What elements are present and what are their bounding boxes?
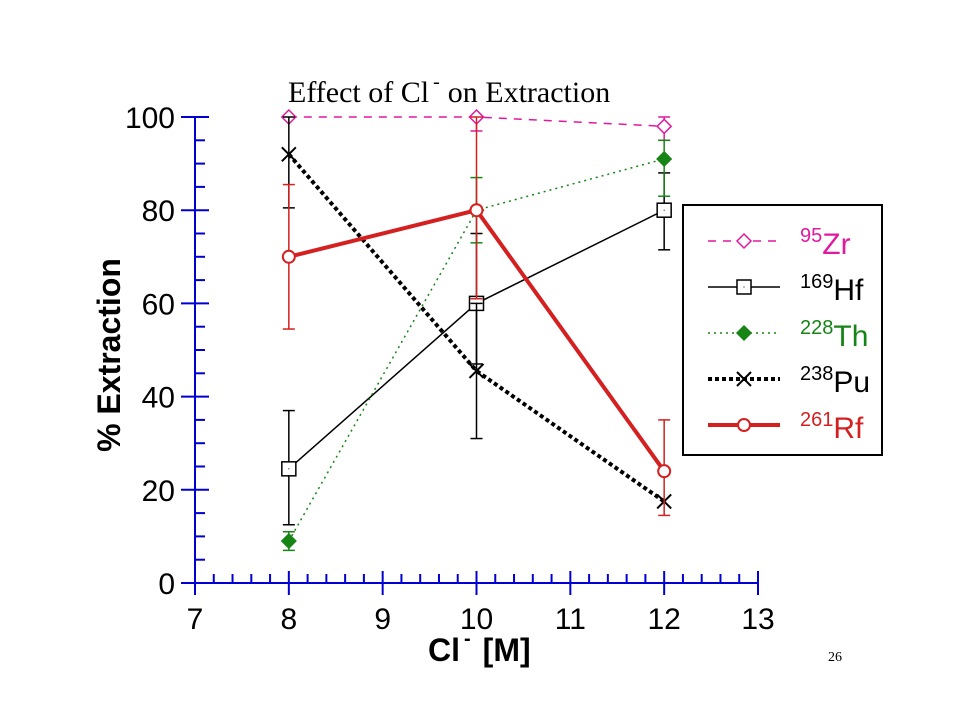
legend-mass: 95 xyxy=(800,225,822,247)
series-group xyxy=(282,110,671,550)
legend-element: Zr xyxy=(822,228,850,261)
marker-dot xyxy=(288,468,289,469)
legend-mass: 238 xyxy=(800,363,833,385)
marker-dot xyxy=(664,210,665,211)
y-tick-label: 80 xyxy=(142,195,175,228)
marker-dot xyxy=(744,287,745,288)
marker-shape xyxy=(471,204,483,216)
legend-mass: 169 xyxy=(800,271,833,293)
chart-title: Effect of Cl - on Extraction xyxy=(288,71,610,109)
chart: Effect of Cl - on Extraction 0204060801007… xyxy=(0,0,960,720)
legend-element: Pu xyxy=(833,366,870,399)
x-tick-label: 11 xyxy=(555,603,586,636)
x-axis-label-rest: [M] xyxy=(483,632,531,668)
data-point xyxy=(282,462,296,476)
y-tick-label: 100 xyxy=(125,102,175,135)
x-axis-label-main: Cl xyxy=(428,632,460,668)
legend-element: Th xyxy=(833,320,868,353)
x-tick-label: 13 xyxy=(741,603,774,636)
data-point xyxy=(471,204,483,216)
legend-marker xyxy=(738,419,750,431)
data-point xyxy=(657,203,671,217)
y-axis-label: % Extraction xyxy=(91,258,127,452)
legend-mass: 228 xyxy=(800,317,833,339)
x-axis-label-superscript: - xyxy=(464,628,471,650)
legend-element: Hf xyxy=(833,274,864,307)
chart-title-main: Effect of Cl xyxy=(288,76,429,109)
x-tick-label: 8 xyxy=(280,603,297,636)
legend-mass: 261 xyxy=(800,409,833,431)
y-tick-label: 20 xyxy=(142,475,175,508)
data-point xyxy=(657,152,671,166)
data-point xyxy=(283,251,295,263)
y-tick-label: 40 xyxy=(142,382,175,415)
x-tick-label: 7 xyxy=(187,603,204,636)
data-point xyxy=(657,119,671,133)
chart-title-superscript: - xyxy=(433,71,440,93)
marker-shape xyxy=(658,465,670,477)
marker-shape xyxy=(282,534,296,548)
marker-shape xyxy=(657,119,671,133)
x-tick-label: 9 xyxy=(374,603,391,636)
x-tick-label: 12 xyxy=(647,603,680,636)
marker-shape xyxy=(657,152,671,166)
y-tick-label: 60 xyxy=(142,288,175,321)
marker-shape xyxy=(738,419,750,431)
marker-shape xyxy=(283,251,295,263)
data-point xyxy=(282,534,296,548)
y-tick-label: 0 xyxy=(158,568,175,601)
legend-marker xyxy=(737,280,751,294)
data-point xyxy=(658,465,670,477)
page-number: 26 xyxy=(828,650,842,666)
chart-title-rest: on Extraction xyxy=(448,76,610,109)
legend-element: Rf xyxy=(833,412,864,445)
